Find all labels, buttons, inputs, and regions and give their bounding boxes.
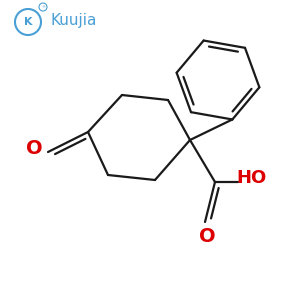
- Text: Kuujia: Kuujia: [51, 14, 98, 28]
- Text: ®: ®: [41, 5, 45, 9]
- Text: HO: HO: [237, 169, 267, 187]
- Text: O: O: [199, 226, 215, 245]
- Text: K: K: [24, 17, 32, 27]
- Text: O: O: [26, 139, 42, 158]
